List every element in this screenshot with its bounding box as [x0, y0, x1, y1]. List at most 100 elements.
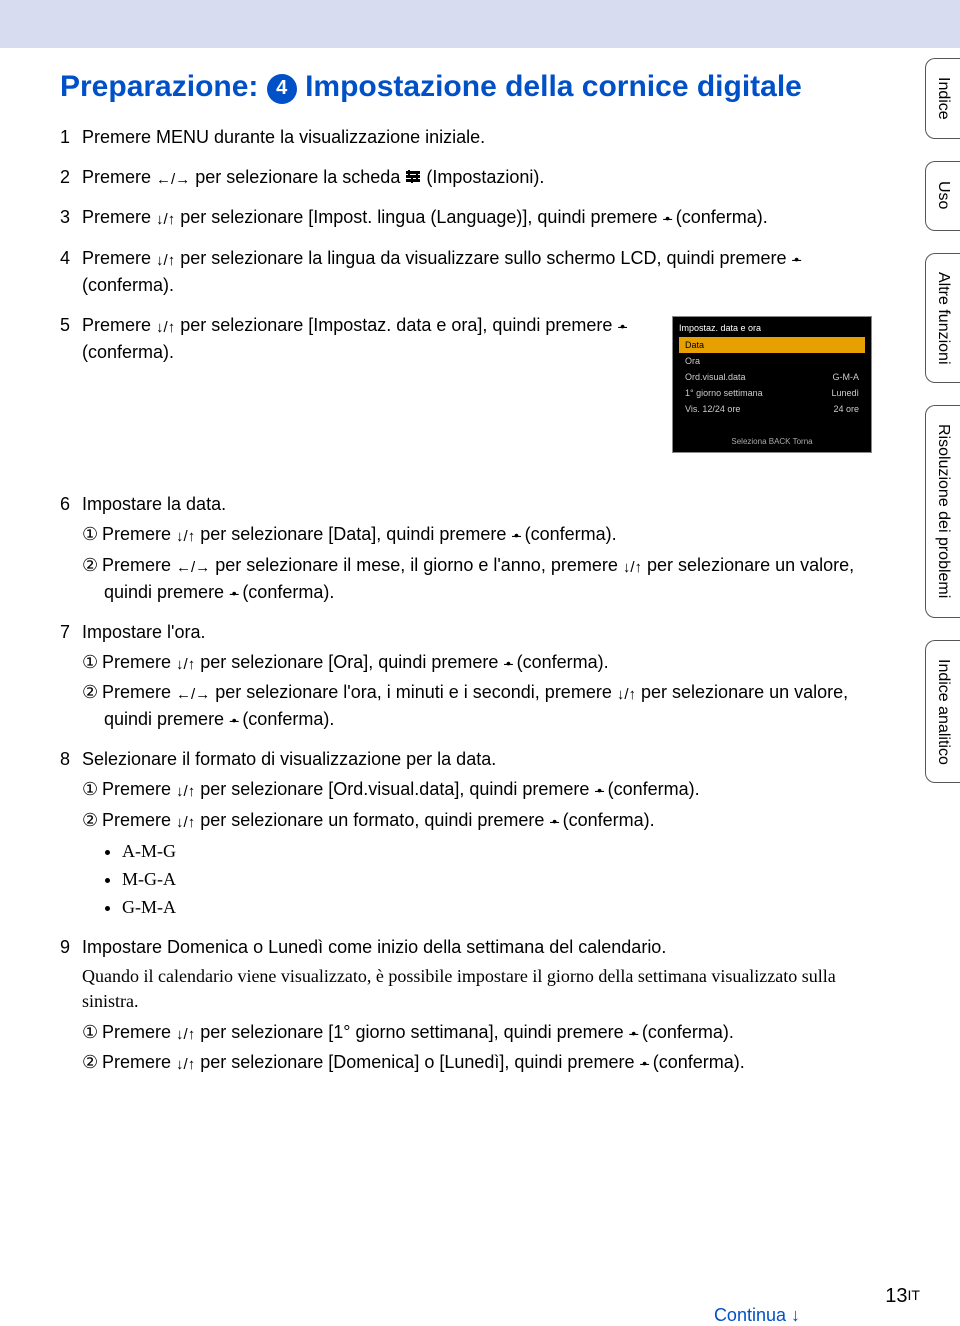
mini-cell: Ord.visual.data — [685, 372, 746, 382]
text: (conferma). — [520, 524, 617, 544]
page-lang: IT — [908, 1287, 920, 1303]
step-number: 1 — [60, 124, 70, 150]
mini-row: Ord.visual.data G-M-A — [679, 369, 865, 385]
tab-uso[interactable]: Uso — [925, 161, 960, 231]
text: (conferma). — [671, 207, 768, 227]
list-item: M-G-A — [122, 866, 872, 892]
mini-cell: Lunedì — [831, 388, 859, 398]
text: per selezionare l'ora, i minuti e i seco… — [210, 682, 617, 702]
text: per selezionare [Domenica] o [Lunedì], q… — [195, 1052, 639, 1072]
substep: ②Premere ←/→ per selezionare l'ora, i mi… — [82, 679, 872, 732]
step-text: Impostare la data. — [82, 491, 872, 517]
text: (conferma). — [637, 1022, 734, 1042]
left-right-arrow-icon: ←/→ — [176, 684, 210, 706]
text: Premere — [102, 779, 176, 799]
text: (conferma). — [82, 275, 174, 295]
mini-row: Vis. 12/24 ore 24 ore — [679, 401, 865, 417]
up-down-arrow-icon: ↓/↑ — [156, 317, 175, 339]
up-down-arrow-icon: ↓/↑ — [617, 684, 636, 706]
substep-marker: ② — [82, 1049, 102, 1075]
substep: ①Premere ↓/↑ per selezionare [Ord.visual… — [82, 776, 872, 803]
enter-icon: -•- — [639, 1053, 647, 1073]
substep: ①Premere ↓/↑ per selezionare [Ora], quin… — [82, 649, 872, 676]
tab-indice[interactable]: Indice — [925, 58, 960, 139]
list-item: A-M-G — [122, 838, 872, 864]
page-num: 13 — [885, 1285, 907, 1307]
text: per selezionare [Data], quindi premere — [195, 524, 511, 544]
up-down-arrow-icon: ↓/↑ — [176, 1054, 195, 1076]
substep: ①Premere ↓/↑ per selezionare [1° giorno … — [82, 1019, 872, 1046]
text: Premere — [82, 248, 156, 268]
step-text: Premere ↓/↑ per selezionare [Impost. lin… — [82, 204, 872, 231]
substep-marker: ① — [82, 1019, 102, 1045]
title-pre: Preparazione: — [60, 70, 267, 103]
content-wrap: Preparazione: 4 Impostazione della corni… — [0, 48, 960, 1110]
enter-icon: -•- — [792, 249, 800, 269]
up-down-arrow-icon: ↓/↑ — [176, 526, 195, 548]
mini-cell: G-M-A — [833, 372, 860, 382]
step-badge-icon: 4 — [267, 74, 297, 104]
text: Premere — [102, 1022, 176, 1042]
step-8: 8 Selezionare il formato di visualizzazi… — [60, 746, 872, 920]
enter-icon: -•- — [503, 653, 511, 673]
step-number: 2 — [60, 164, 70, 190]
page: Preparazione: 4 Impostazione della corni… — [0, 0, 960, 1326]
step-number: 5 — [60, 312, 70, 338]
text: (Impostazioni). — [421, 167, 544, 187]
step-5: 5 Premere ↓/↑ per selezionare [Impostaz.… — [60, 312, 872, 365]
text: per selezionare [Ora], quindi premere — [195, 652, 503, 672]
enter-icon: -•- — [594, 780, 602, 800]
mini-cell: Vis. 12/24 ore — [685, 404, 740, 414]
text: Premere — [102, 555, 176, 575]
step-number: 4 — [60, 245, 70, 271]
text: per selezionare [Ord.visual.data], quind… — [195, 779, 594, 799]
step-7: 7 Impostare l'ora. ①Premere ↓/↑ per sele… — [60, 619, 872, 733]
up-down-arrow-icon: ↓/↑ — [623, 557, 642, 579]
substep-marker: ② — [82, 807, 102, 833]
substep: ②Premere ↓/↑ per selezionare un formato,… — [82, 807, 872, 834]
up-down-arrow-icon: ↓/↑ — [156, 250, 175, 272]
substep-marker: ② — [82, 552, 102, 578]
step-text: Premere MENU durante la visualizzazione … — [82, 124, 872, 150]
tab-indice-analitico[interactable]: Indice analitico — [925, 640, 960, 784]
substep-marker: ① — [82, 649, 102, 675]
mini-cell: 24 ore — [833, 404, 859, 414]
substep-marker: ② — [82, 679, 102, 705]
main-content: Preparazione: 4 Impostazione della corni… — [0, 48, 896, 1110]
enter-icon: -•- — [511, 525, 519, 545]
step-2: 2 Premere ←/→ per selezionare la scheda … — [60, 164, 872, 191]
step-number: 6 — [60, 491, 70, 517]
text: Premere — [82, 207, 156, 227]
step-9: 9 Impostare Domenica o Lunedì come inizi… — [60, 934, 872, 1076]
text: Premere — [102, 810, 176, 830]
text: (conferma). — [603, 779, 700, 799]
step-text: Premere ↓/↑ per selezionare [Impostaz. d… — [82, 312, 872, 365]
tab-risoluzione[interactable]: Risoluzione dei problemi — [925, 405, 960, 617]
text: per selezionare [Impostaz. data e ora], … — [175, 315, 617, 335]
text: per selezionare la scheda — [190, 167, 405, 187]
text: Premere — [82, 167, 156, 187]
enter-icon: -•- — [629, 1023, 637, 1043]
title-post: Impostazione della cornice digitale — [297, 70, 802, 103]
step-text: Impostare l'ora. — [82, 619, 872, 645]
text: per selezionare un formato, quindi preme… — [195, 810, 549, 830]
step-3: 3 Premere ↓/↑ per selezionare [Impost. l… — [60, 204, 872, 231]
enter-icon: -•- — [617, 316, 625, 336]
tab-altre-funzioni[interactable]: Altre funzioni — [925, 253, 960, 384]
substep: ①Premere ↓/↑ per selezionare [Data], qui… — [82, 521, 872, 548]
text: (conferma). — [648, 1052, 745, 1072]
substep: ②Premere ←/→ per selezionare il mese, il… — [82, 552, 872, 605]
text: (conferma). — [512, 652, 609, 672]
text: (conferma). — [237, 709, 334, 729]
format-options: A-M-G M-G-A G-M-A — [82, 838, 872, 920]
continue-link[interactable]: Continua ↓ — [714, 1305, 800, 1326]
text: per selezionare [Impost. lingua (Languag… — [175, 207, 662, 227]
up-down-arrow-icon: ↓/↑ — [176, 781, 195, 803]
page-number: 13IT — [885, 1285, 920, 1308]
text: Premere — [82, 315, 156, 335]
text: (conferma). — [82, 342, 174, 362]
step-1: 1 Premere MENU durante la visualizzazion… — [60, 124, 872, 150]
substep-marker: ① — [82, 776, 102, 802]
text: per selezionare il mese, il giorno e l'a… — [210, 555, 623, 575]
step-4: 4 Premere ↓/↑ per selezionare la lingua … — [60, 245, 872, 298]
